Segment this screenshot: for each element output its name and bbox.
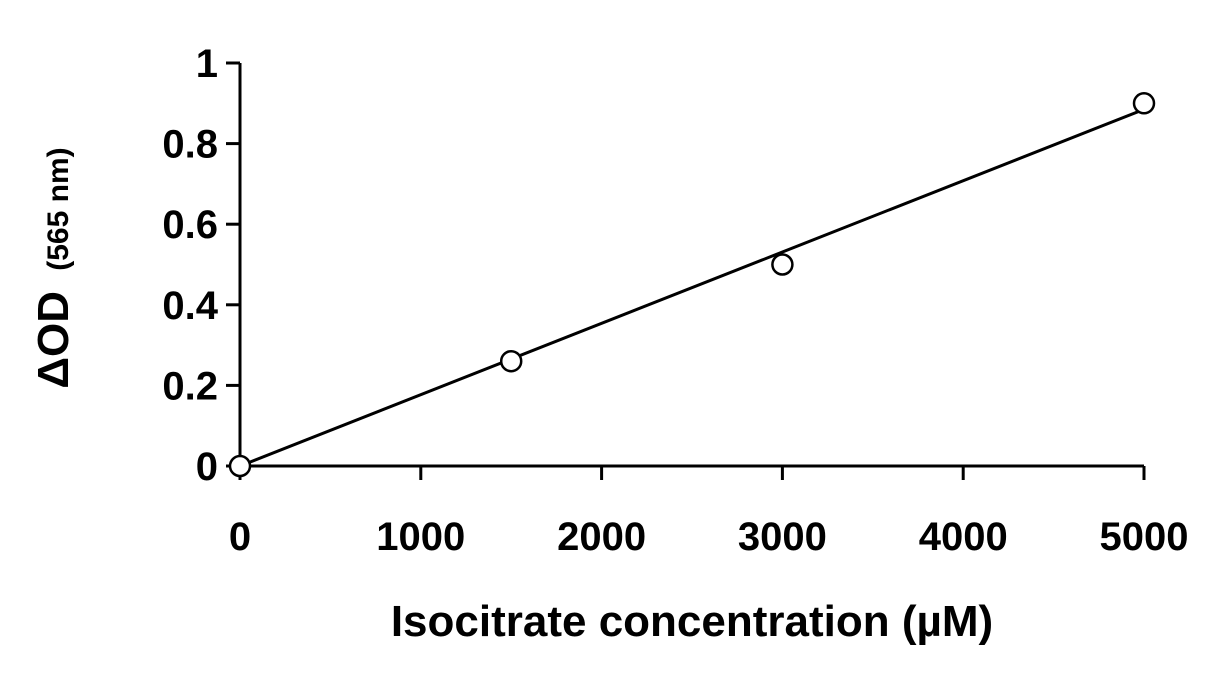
- y-tick-label: 0.2: [162, 364, 218, 408]
- y-tick-label: 1: [196, 42, 218, 86]
- data-point: [228, 454, 252, 478]
- y-tick-label: 0.4: [162, 284, 218, 328]
- y-axis-title: ΔOD (565 nm): [29, 147, 78, 388]
- data-point: [1132, 92, 1156, 115]
- x-tick-label: 1000: [376, 515, 465, 559]
- x-tick-label: 5000: [1100, 515, 1189, 559]
- data-point: [499, 349, 523, 373]
- y-tick-label: 0: [196, 445, 218, 489]
- trendline: [239, 107, 1145, 468]
- y-axis-title-main: ΔOD: [29, 291, 78, 389]
- x-tick-label: 3000: [738, 515, 827, 559]
- data-point: [771, 253, 794, 276]
- x-axis-title: Isocitrate concentration (µM): [391, 597, 993, 646]
- y-tick-label: 0.8: [162, 123, 218, 167]
- x-axis-ticks: 0 1000 2000 3000 4000 5000: [229, 466, 1189, 559]
- y-tick-label: 0.6: [162, 203, 218, 247]
- x-tick-label: 0: [229, 515, 251, 559]
- data-points: [228, 92, 1156, 478]
- y-axis-title-sub: (565 nm): [42, 147, 75, 270]
- x-tick-label: 2000: [557, 515, 646, 559]
- x-tick-label: 4000: [919, 515, 1008, 559]
- y-axis-ticks: 0 0.2 0.4 0.6 0.8 1: [162, 42, 240, 489]
- plot-area: [238, 63, 1145, 468]
